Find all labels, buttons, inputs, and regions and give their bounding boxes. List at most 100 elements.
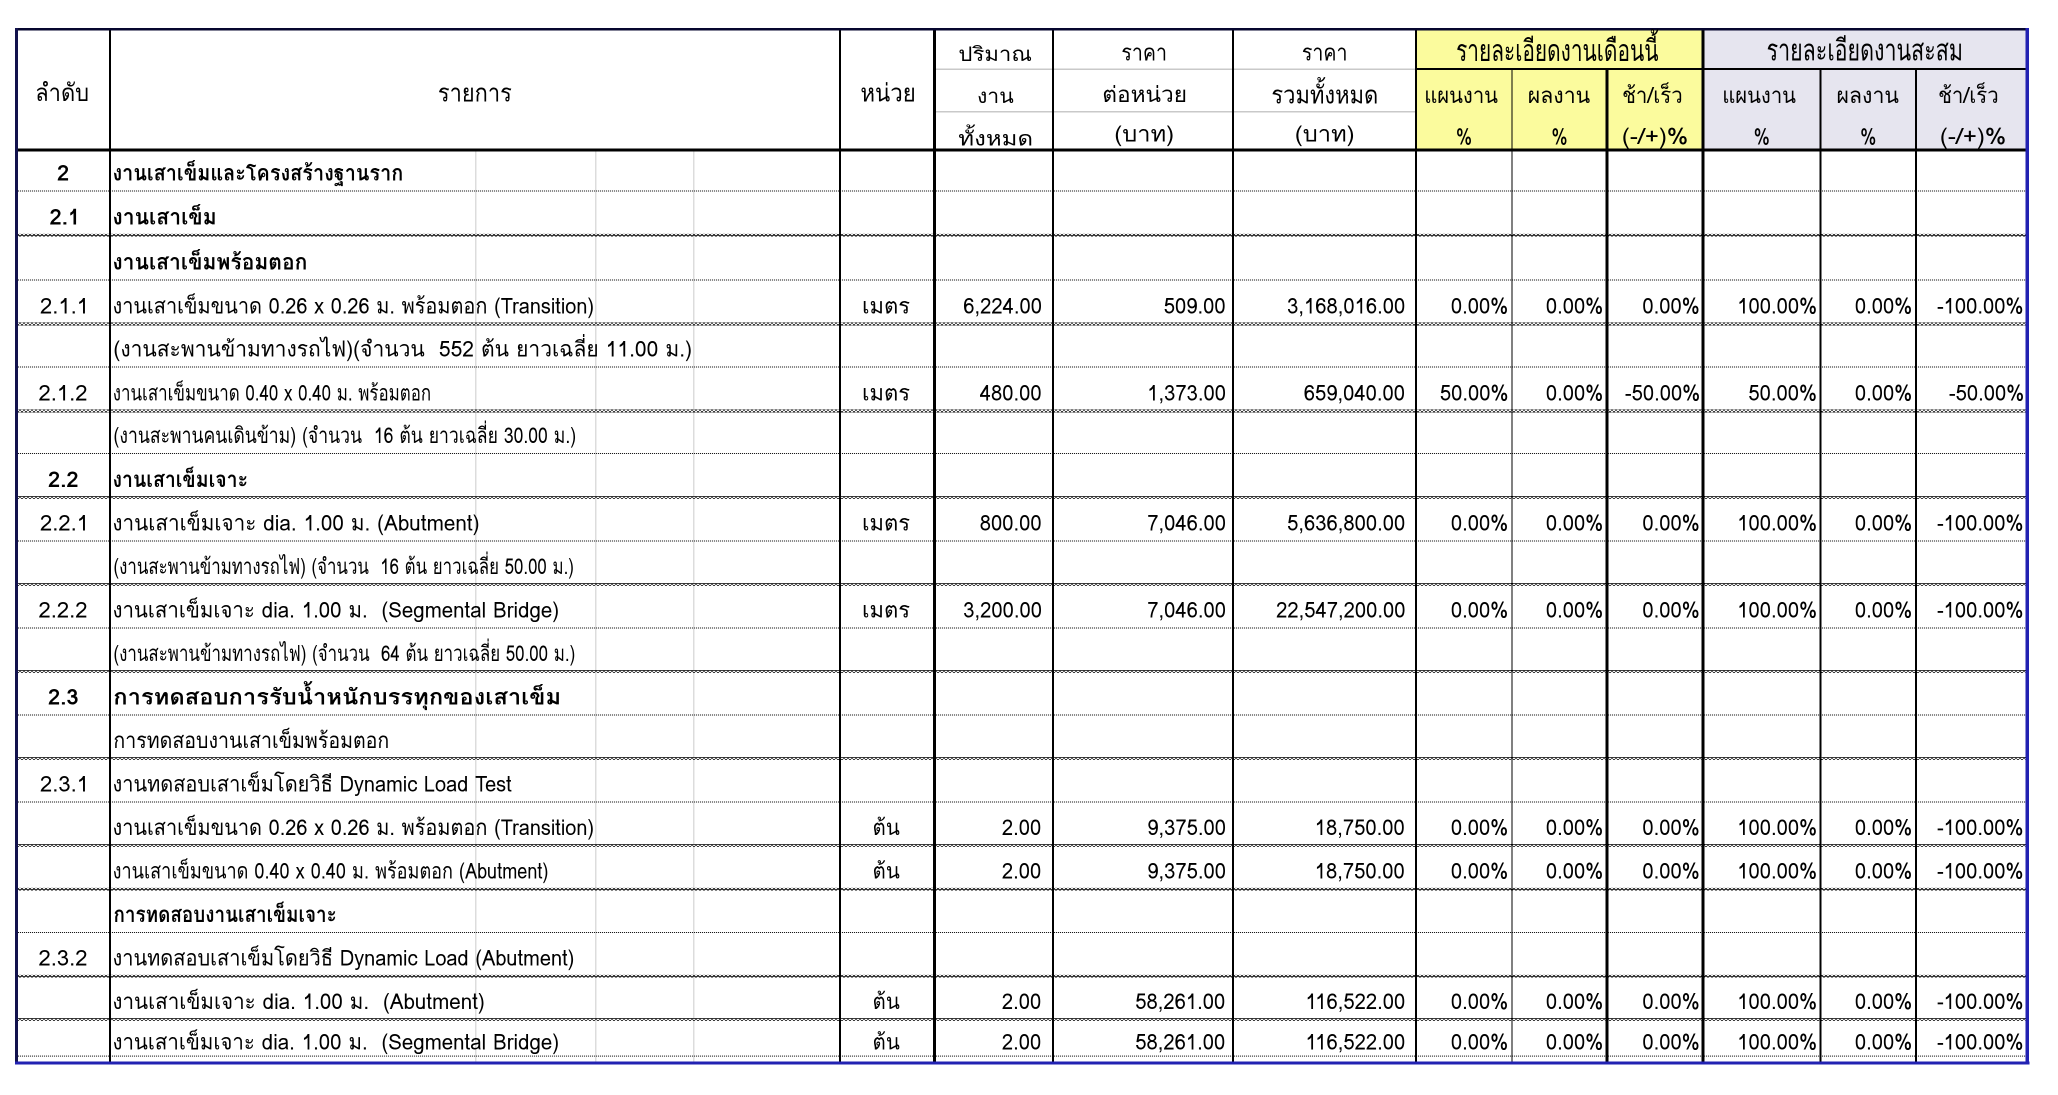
svg-text:0.00%: 0.00%	[1451, 507, 1508, 541]
svg-text:509.00: 509.00	[1164, 290, 1226, 324]
svg-text:(งานสะพานข้ามทางรถไฟ) (จำนวน: (งานสะพานข้ามทางรถไฟ) (จำนวน 64 ต้น ยาวเ…	[114, 635, 576, 671]
svg-text:-100.00%: -100.00%	[1937, 594, 2024, 628]
svg-text:659,040.00: 659,040.00	[1304, 377, 1405, 411]
svg-text:0.00%: 0.00%	[1855, 855, 1912, 889]
svg-text:%: %	[1860, 119, 1876, 154]
svg-text:0.00%: 0.00%	[1546, 507, 1603, 541]
svg-text:2.00: 2.00	[1002, 985, 1041, 1019]
svg-text:งานเสาเข็มขนาด 0.40 x 0.40 ม.: งานเสาเข็มขนาด 0.40 x 0.40 ม. พร้อมตอก	[113, 375, 431, 411]
svg-text:0.00%: 0.00%	[1546, 1026, 1603, 1060]
svg-text:0.00%: 0.00%	[1546, 855, 1603, 889]
svg-text:100.00%: 100.00%	[1737, 290, 1817, 324]
svg-text:ต้น: ต้น	[873, 1026, 900, 1060]
svg-text:งานเสาเข็มขนาด 0.26 x 0.26 ม.: งานเสาเข็มขนาด 0.26 x 0.26 ม. พร้อมตอก (…	[112, 811, 594, 846]
svg-text:7,046.00: 7,046.00	[1147, 594, 1226, 628]
svg-text:(งานสะพานคนเดินข้าม) (จำนวน 1: (งานสะพานคนเดินข้าม) (จำนวน 16 ต้น ยาวเฉ…	[114, 418, 577, 453]
svg-text:แผนงาน: แผนงาน	[1722, 78, 1796, 114]
svg-text:(บาท): (บาท)	[1114, 117, 1174, 152]
svg-text:2.2: 2.2	[48, 462, 79, 497]
svg-text:2.2.1: 2.2.1	[40, 506, 89, 541]
svg-text:งานเสาเข็มเจาะ dia. 1.00 ม. (A: งานเสาเข็มเจาะ dia. 1.00 ม. (Abutment)	[112, 506, 479, 541]
svg-text:116,522.00: 116,522.00	[1306, 985, 1406, 1019]
svg-text:0.00%: 0.00%	[1546, 594, 1603, 628]
svg-text:เมตร: เมตร	[862, 593, 910, 628]
svg-text:2.00: 2.00	[1002, 811, 1041, 845]
svg-text:0.00%: 0.00%	[1855, 811, 1912, 845]
svg-text:50.00%: 50.00%	[1748, 377, 1817, 411]
svg-text:2.1.2: 2.1.2	[39, 376, 88, 411]
svg-text:ช้า/เร็ว: ช้า/เร็ว	[1622, 78, 1683, 114]
svg-text:7,046.00: 7,046.00	[1147, 507, 1226, 541]
svg-text:งานเสาเข็มขนาด 0.26 x 0.26 ม.: งานเสาเข็มขนาด 0.26 x 0.26 ม. พร้อมตอก (…	[112, 289, 594, 324]
svg-text:งานเสาเข็มพร้อมตอก: งานเสาเข็มพร้อมตอก	[112, 245, 307, 280]
svg-text:งานเสาเข็มและโครงสร้างฐานราก: งานเสาเข็มและโครงสร้างฐานราก	[112, 156, 403, 191]
svg-text:0.00%: 0.00%	[1642, 594, 1699, 628]
svg-text:0.00%: 0.00%	[1451, 811, 1508, 845]
svg-text:2: 2	[57, 156, 69, 191]
svg-text:0.00%: 0.00%	[1855, 594, 1912, 628]
svg-text:0.00%: 0.00%	[1642, 507, 1699, 541]
svg-text:ทั้งหมด: ทั้งหมด	[958, 123, 1033, 155]
svg-text:ต้น: ต้น	[873, 811, 900, 845]
svg-text:6,224.00: 6,224.00	[963, 290, 1042, 324]
svg-text:100.00%: 100.00%	[1737, 855, 1817, 889]
svg-text:ต่อหน่วย: ต่อหน่วย	[1102, 76, 1187, 111]
svg-text:9,375.00: 9,375.00	[1147, 855, 1226, 889]
svg-text:2.1: 2.1	[50, 200, 81, 235]
svg-text:3,200.00: 3,200.00	[963, 594, 1042, 628]
svg-text:0.00%: 0.00%	[1855, 985, 1912, 1019]
svg-text:-100.00%: -100.00%	[1937, 1026, 2024, 1060]
svg-text:(-/+)%: (-/+)%	[1940, 119, 2006, 155]
svg-text:-100.00%: -100.00%	[1937, 811, 2024, 845]
svg-text:0.00%: 0.00%	[1642, 855, 1699, 889]
svg-text:2.2.2: 2.2.2	[39, 593, 88, 628]
svg-text:3,168,016.00: 3,168,016.00	[1287, 290, 1405, 324]
svg-text:0.00%: 0.00%	[1546, 377, 1603, 411]
svg-text:-100.00%: -100.00%	[1937, 985, 2024, 1019]
svg-text:1,373.00: 1,373.00	[1147, 377, 1226, 411]
svg-text:100.00%: 100.00%	[1737, 507, 1817, 541]
svg-text:116,522.00: 116,522.00	[1306, 1026, 1406, 1060]
svg-text:100.00%: 100.00%	[1737, 985, 1817, 1019]
svg-text:ลำดับ: ลำดับ	[35, 74, 89, 113]
svg-text:0.00%: 0.00%	[1855, 290, 1912, 324]
svg-text:หน่วย: หน่วย	[860, 74, 915, 113]
svg-text:เมตร: เมตร	[862, 376, 910, 411]
svg-text:งานทดสอบเสาเข็มโดยวิธี Dynamic: งานทดสอบเสาเข็มโดยวิธี Dynamic Load (Abu…	[112, 941, 574, 976]
svg-text:(งานสะพานข้ามทางรถไฟ) (จำนวน: (งานสะพานข้ามทางรถไฟ) (จำนวน 16 ต้น ยาวเ…	[114, 548, 574, 584]
svg-text:480.00: 480.00	[980, 377, 1042, 411]
svg-text:รายละเอียดงานสะสม: รายละเอียดงานสะสม	[1767, 27, 1963, 74]
svg-text:5,636,800.00: 5,636,800.00	[1287, 507, 1405, 541]
svg-text:58,261.00: 58,261.00	[1135, 985, 1225, 1019]
svg-text:800.00: 800.00	[980, 507, 1042, 541]
svg-text:(บาท): (บาท)	[1295, 117, 1355, 152]
svg-text:งานเสาเข็มเจาะ dia. 1.00 ม. (: งานเสาเข็มเจาะ dia. 1.00 ม. (Segmental B…	[112, 1026, 559, 1060]
svg-text:งานเสาเข็มเจาะ dia. 1.00 ม. (: งานเสาเข็มเจาะ dia. 1.00 ม. (Segmental B…	[112, 594, 559, 628]
svg-text:(งานสะพานข้ามทางรถไฟ)(จำนวน 5: (งานสะพานข้ามทางรถไฟ)(จำนวน 552 ต้น ยาวเ…	[113, 332, 692, 367]
svg-text:100.00%: 100.00%	[1737, 594, 1817, 628]
svg-text:ต้น: ต้น	[873, 985, 900, 1019]
svg-text:18,750.00: 18,750.00	[1315, 855, 1405, 889]
svg-text:0.00%: 0.00%	[1642, 1026, 1699, 1060]
svg-text:0.00%: 0.00%	[1546, 985, 1603, 1019]
svg-text:ผลงาน: ผลงาน	[1528, 77, 1590, 113]
svg-text:9,375.00: 9,375.00	[1147, 811, 1226, 845]
svg-text:ราคา: ราคา	[1302, 35, 1348, 72]
svg-text:2.3.2: 2.3.2	[39, 941, 88, 976]
svg-text:ผลงาน: ผลงาน	[1837, 77, 1899, 113]
svg-text:เมตร: เมตร	[862, 289, 910, 324]
svg-text:ปริมาณ: ปริมาณ	[958, 39, 1032, 70]
svg-text:2.3.1: 2.3.1	[40, 767, 89, 802]
svg-text:2.1.1: 2.1.1	[40, 289, 89, 324]
svg-text:100.00%: 100.00%	[1737, 1026, 1817, 1060]
svg-text:0.00%: 0.00%	[1451, 290, 1508, 324]
svg-text:-100.00%: -100.00%	[1937, 507, 2024, 541]
svg-text:0.00%: 0.00%	[1451, 985, 1508, 1019]
svg-text:0.00%: 0.00%	[1855, 377, 1912, 411]
svg-text:0.00%: 0.00%	[1451, 1026, 1508, 1060]
svg-text:รายการ: รายการ	[438, 74, 512, 113]
svg-text:ต้น: ต้น	[873, 855, 900, 889]
svg-text:งาน: งาน	[977, 81, 1014, 113]
svg-text:2.00: 2.00	[1002, 1026, 1041, 1060]
svg-text:การทดสอบงานเสาเข็มเจาะ: การทดสอบงานเสาเข็มเจาะ	[113, 897, 336, 932]
